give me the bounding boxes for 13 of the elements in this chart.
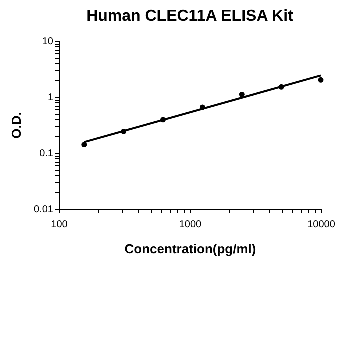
x-tick-label: 100 <box>51 220 68 230</box>
y-tick-label: 0.1 <box>40 148 54 160</box>
x-tick-label: 1000 <box>179 220 202 230</box>
x-tick-label: 10000 <box>308 220 336 230</box>
y-axis-title: O.D. <box>9 112 24 139</box>
y-tick-label: 0.01 <box>34 204 54 216</box>
chart-title: Human CLEC11A ELISA Kit <box>86 8 294 25</box>
point <box>318 77 324 83</box>
point <box>82 142 88 148</box>
y-tick-label: 10 <box>42 36 54 48</box>
y-tick-label: 1 <box>48 92 54 104</box>
x-axis-title: Concentration(pg/ml) <box>124 242 256 256</box>
point <box>239 92 245 98</box>
